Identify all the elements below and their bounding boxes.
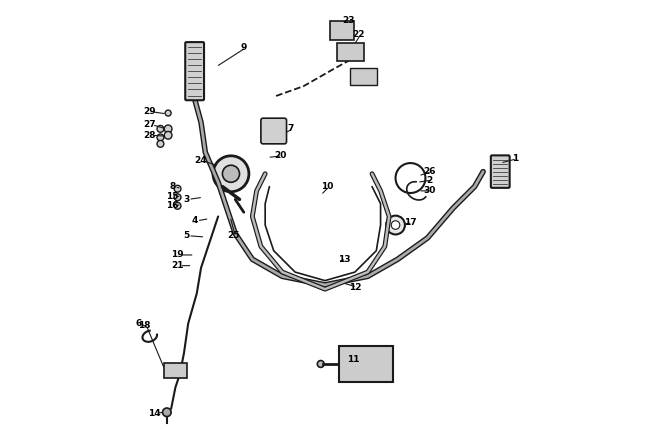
FancyBboxPatch shape xyxy=(339,346,393,382)
Text: 8: 8 xyxy=(169,182,176,191)
Text: 3: 3 xyxy=(183,195,189,204)
Circle shape xyxy=(391,221,400,229)
Text: 20: 20 xyxy=(274,151,286,160)
Circle shape xyxy=(157,126,164,132)
Text: 2: 2 xyxy=(426,176,433,184)
Text: 30: 30 xyxy=(424,186,436,195)
Circle shape xyxy=(157,140,164,147)
Circle shape xyxy=(174,202,181,209)
Text: 6: 6 xyxy=(135,319,141,328)
FancyBboxPatch shape xyxy=(491,155,510,188)
Text: 14: 14 xyxy=(148,409,161,417)
Text: 12: 12 xyxy=(348,282,361,291)
Circle shape xyxy=(174,194,181,200)
Text: 19: 19 xyxy=(171,250,184,259)
Text: 21: 21 xyxy=(172,261,184,270)
Circle shape xyxy=(386,216,405,234)
Circle shape xyxy=(157,134,164,141)
Circle shape xyxy=(317,361,324,367)
Text: 5: 5 xyxy=(183,231,189,240)
Text: 17: 17 xyxy=(404,218,417,227)
Text: 28: 28 xyxy=(144,131,156,140)
Text: 16: 16 xyxy=(166,201,179,210)
FancyBboxPatch shape xyxy=(330,21,354,40)
Circle shape xyxy=(222,165,239,182)
Text: 9: 9 xyxy=(240,43,247,52)
Text: 26: 26 xyxy=(423,167,436,176)
FancyBboxPatch shape xyxy=(261,118,287,144)
Text: 4: 4 xyxy=(192,216,198,225)
Text: 10: 10 xyxy=(321,182,333,191)
Circle shape xyxy=(164,125,172,133)
FancyBboxPatch shape xyxy=(185,42,204,100)
Text: 29: 29 xyxy=(144,107,156,116)
Circle shape xyxy=(213,156,249,192)
Circle shape xyxy=(164,132,172,139)
Text: 13: 13 xyxy=(338,255,350,264)
Text: 18: 18 xyxy=(138,321,150,330)
Circle shape xyxy=(174,185,181,192)
Text: 27: 27 xyxy=(144,120,156,129)
FancyBboxPatch shape xyxy=(337,43,364,61)
Circle shape xyxy=(162,408,171,417)
Text: 11: 11 xyxy=(346,355,359,364)
Text: 1: 1 xyxy=(512,154,518,163)
Text: 23: 23 xyxy=(343,16,355,25)
FancyBboxPatch shape xyxy=(164,363,187,378)
Circle shape xyxy=(165,110,171,116)
Text: 24: 24 xyxy=(195,156,207,165)
Text: 7: 7 xyxy=(287,124,294,133)
Text: 22: 22 xyxy=(352,30,365,39)
Text: 25: 25 xyxy=(227,231,239,240)
Text: 15: 15 xyxy=(166,192,179,201)
FancyBboxPatch shape xyxy=(350,68,377,85)
